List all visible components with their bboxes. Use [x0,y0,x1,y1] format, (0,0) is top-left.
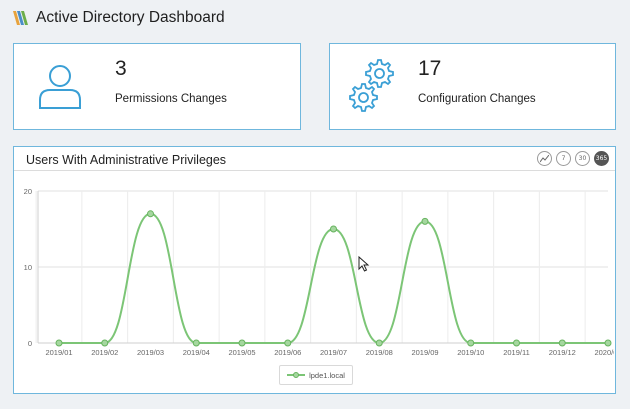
legend-label: lpde1.local [309,370,345,380]
data-point [513,339,520,347]
x-tick-label: 2019/03 [137,348,164,357]
data-point [284,339,292,347]
mouse-cursor-icon [358,256,370,272]
data-point [421,217,429,225]
user-icon [39,65,81,109]
x-tick-label: 2019/07 [320,348,347,357]
x-tick-label: 2019/08 [366,348,393,357]
configuration-changes-count: 17 [418,57,442,80]
x-tick-label: 2019/12 [549,348,576,357]
admin-privileges-panel: Users With Administrative Privileges 7 3… [13,146,616,394]
series-line [58,212,608,345]
y-tick-label: 0 [28,339,32,348]
x-tick-label: 2020/01 [594,348,614,357]
data-point [192,339,200,347]
panel-title: Users With Administrative Privileges [26,153,227,167]
data-point [101,339,109,347]
data-point [604,339,612,347]
line-chart: 0 10 20 2019/01 2019/02 2019/03 2019/04 2019/05… [24,187,614,357]
7-days-icon[interactable]: 7 [556,151,571,166]
configuration-changes-card[interactable]: 17 Configuration Changes [329,43,616,130]
panel-divider [14,170,615,171]
data-point [558,339,566,347]
x-tick-label: 2019/11 [503,348,530,357]
y-tick-label: 10 [24,263,32,272]
chart-legend[interactable]: lpde1.local [279,365,353,385]
permissions-changes-card[interactable]: 3 Permissions Changes [13,43,301,130]
app-logo-icon [13,11,28,25]
data-point [238,339,246,347]
configuration-changes-label: Configuration Changes [418,93,536,105]
x-tick-label: 2019/10 [457,348,484,357]
permissions-changes-count: 3 [115,57,127,80]
x-tick-label: 2019/05 [228,348,255,357]
data-point [147,210,154,218]
chart-switch-icon[interactable] [537,151,552,166]
permissions-changes-label: Permissions Changes [115,93,227,105]
legend-swatch [287,372,306,378]
chart-toolbar: 7 30 365 [537,151,609,166]
x-tick-label: 2019/09 [411,348,438,357]
page-title: Active Directory Dashboard [36,9,225,26]
data-point [55,339,63,347]
y-tick-label: 20 [24,187,32,196]
365-days-icon[interactable]: 365 [594,151,609,166]
gears-icon [349,59,394,112]
data-point [330,225,337,233]
x-tick-label: 2019/04 [183,348,210,357]
x-tick-label: 2019/06 [274,348,301,357]
data-point [467,339,475,347]
x-tick-label: 2019/02 [91,348,118,357]
data-point [375,339,383,347]
x-tick-label: 2019/01 [45,348,72,357]
header: Active Directory Dashboard [0,0,630,38]
30-days-icon[interactable]: 30 [575,151,590,166]
